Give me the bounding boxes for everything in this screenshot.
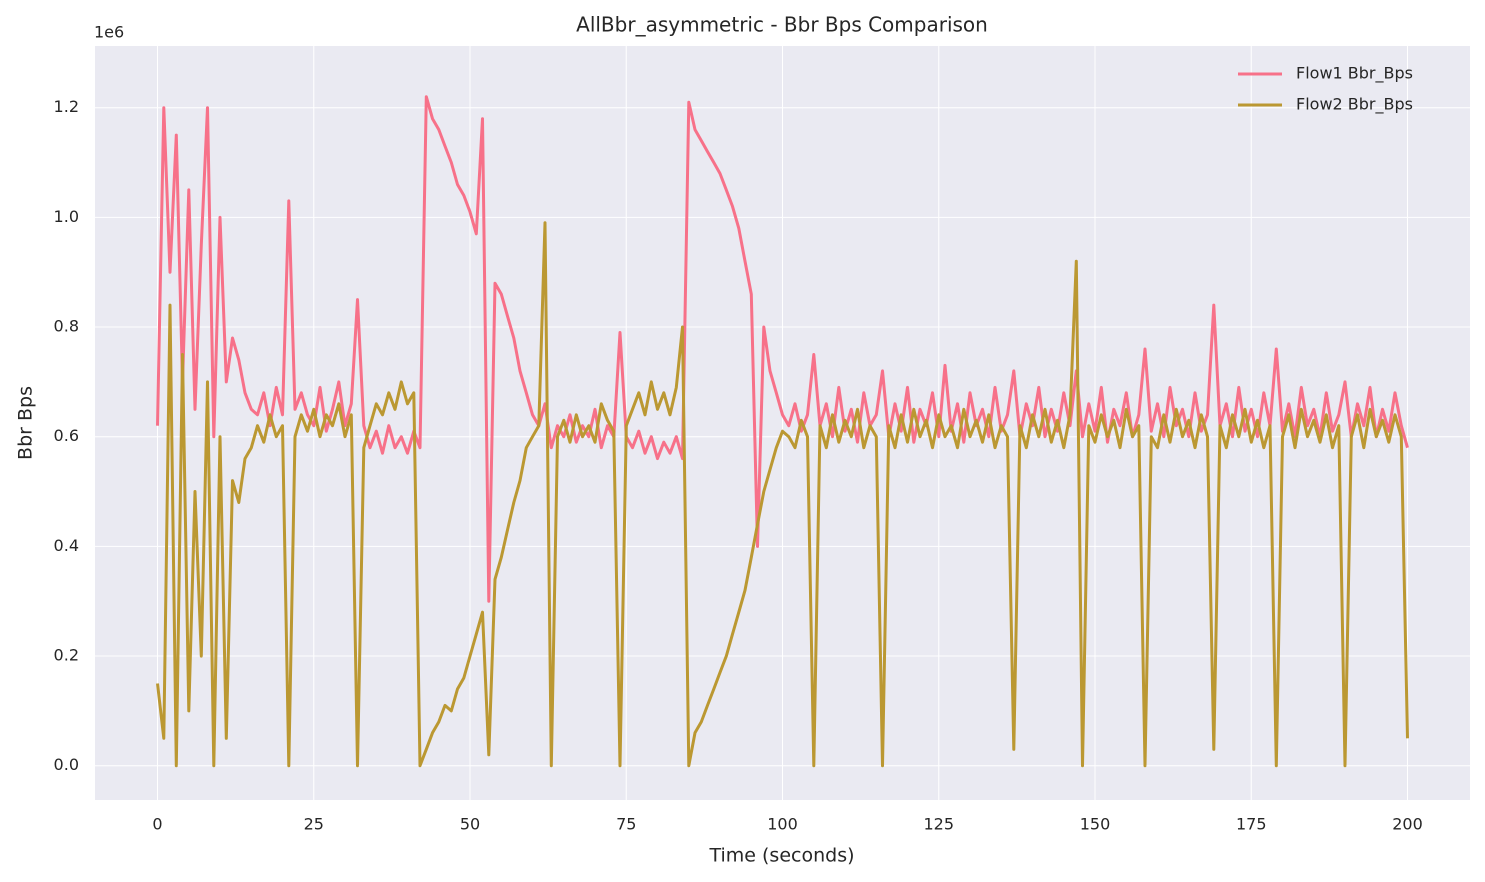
- x-tick-label: 50: [460, 815, 480, 834]
- y-offset-label: 1e6: [94, 23, 124, 42]
- y-tick-label: 1.0: [54, 207, 79, 226]
- x-tick-label: 175: [1236, 815, 1267, 834]
- y-tick-label: 0.4: [54, 536, 79, 555]
- x-tick-label: 200: [1392, 815, 1423, 834]
- legend-label: Flow1 Bbr_Bps: [1296, 64, 1413, 84]
- y-tick-label: 0.0: [54, 755, 79, 774]
- x-tick-label: 0: [152, 815, 162, 834]
- x-tick-label: 25: [304, 815, 324, 834]
- x-axis-label: Time (seconds): [708, 845, 854, 867]
- legend-label: Flow2 Bbr_Bps: [1296, 95, 1413, 115]
- y-tick-label: 0.8: [54, 317, 79, 336]
- x-tick-label: 150: [1080, 815, 1111, 834]
- x-tick-label: 125: [923, 815, 954, 834]
- series-line: [156, 221, 1409, 768]
- y-tick-label: 1.2: [54, 97, 79, 116]
- y-axis-label: Bbr Bps: [15, 386, 37, 460]
- x-tick-label: 75: [616, 815, 636, 834]
- y-tick-label: 0.2: [54, 646, 79, 665]
- y-tick-label: 0.6: [54, 426, 79, 445]
- x-tick-label: 100: [767, 815, 798, 834]
- chart-title: AllBbr_asymmetric - Bbr Bps Comparison: [576, 13, 988, 37]
